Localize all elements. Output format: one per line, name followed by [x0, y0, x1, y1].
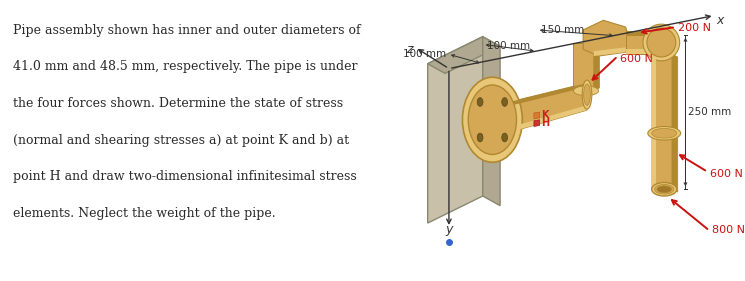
Ellipse shape	[574, 86, 598, 96]
Text: 100 mm: 100 mm	[486, 40, 530, 51]
Polygon shape	[672, 54, 678, 192]
Polygon shape	[428, 37, 483, 223]
Text: (normal and shearing stresses a) at point K and b) at: (normal and shearing stresses a) at poin…	[13, 134, 349, 147]
Text: 250 mm: 250 mm	[688, 107, 732, 117]
Ellipse shape	[652, 182, 676, 196]
Text: point H and draw two-dimensional infinitesimal stress: point H and draw two-dimensional infinit…	[13, 170, 357, 183]
Ellipse shape	[643, 24, 679, 61]
Ellipse shape	[648, 126, 681, 140]
Polygon shape	[534, 120, 539, 126]
Ellipse shape	[647, 28, 676, 57]
Ellipse shape	[502, 133, 507, 142]
Text: K: K	[542, 110, 549, 120]
Polygon shape	[650, 54, 656, 189]
Text: 800 N: 800 N	[712, 225, 745, 235]
Ellipse shape	[463, 77, 522, 162]
Polygon shape	[534, 112, 539, 119]
Ellipse shape	[469, 85, 516, 155]
Polygon shape	[483, 37, 500, 206]
Text: Pipe assembly shown has inner and outer diameters of: Pipe assembly shown has inner and outer …	[13, 24, 361, 37]
Ellipse shape	[478, 98, 483, 106]
Text: elements. Neglect the weight of the pipe.: elements. Neglect the weight of the pipe…	[13, 207, 276, 220]
Text: y: y	[446, 223, 453, 235]
Polygon shape	[650, 54, 672, 189]
Text: 600 N: 600 N	[709, 169, 743, 179]
Ellipse shape	[652, 128, 676, 138]
Ellipse shape	[655, 184, 674, 194]
Text: 100 mm: 100 mm	[403, 49, 446, 59]
Polygon shape	[428, 37, 500, 73]
Polygon shape	[572, 42, 594, 91]
Polygon shape	[583, 20, 630, 56]
Ellipse shape	[478, 133, 483, 142]
Polygon shape	[626, 31, 662, 36]
Text: 150 mm: 150 mm	[541, 25, 584, 35]
Ellipse shape	[502, 98, 507, 106]
Text: z: z	[406, 44, 413, 56]
Ellipse shape	[583, 84, 590, 105]
Ellipse shape	[657, 186, 671, 193]
Polygon shape	[492, 105, 587, 137]
Polygon shape	[626, 31, 662, 54]
Polygon shape	[492, 83, 587, 137]
Polygon shape	[594, 40, 600, 91]
Polygon shape	[492, 83, 587, 110]
Text: 41.0 mm and 48.5 mm, respectively. The pipe is under: 41.0 mm and 48.5 mm, respectively. The p…	[13, 60, 358, 73]
Polygon shape	[594, 47, 626, 56]
Text: 600 N: 600 N	[620, 54, 653, 64]
Text: the four forces shown. Determine the state of stress: the four forces shown. Determine the sta…	[13, 97, 343, 110]
Ellipse shape	[582, 80, 592, 109]
Text: x: x	[717, 13, 723, 26]
Text: H: H	[542, 118, 550, 128]
Polygon shape	[626, 49, 662, 54]
Text: 200 N: 200 N	[678, 23, 711, 33]
